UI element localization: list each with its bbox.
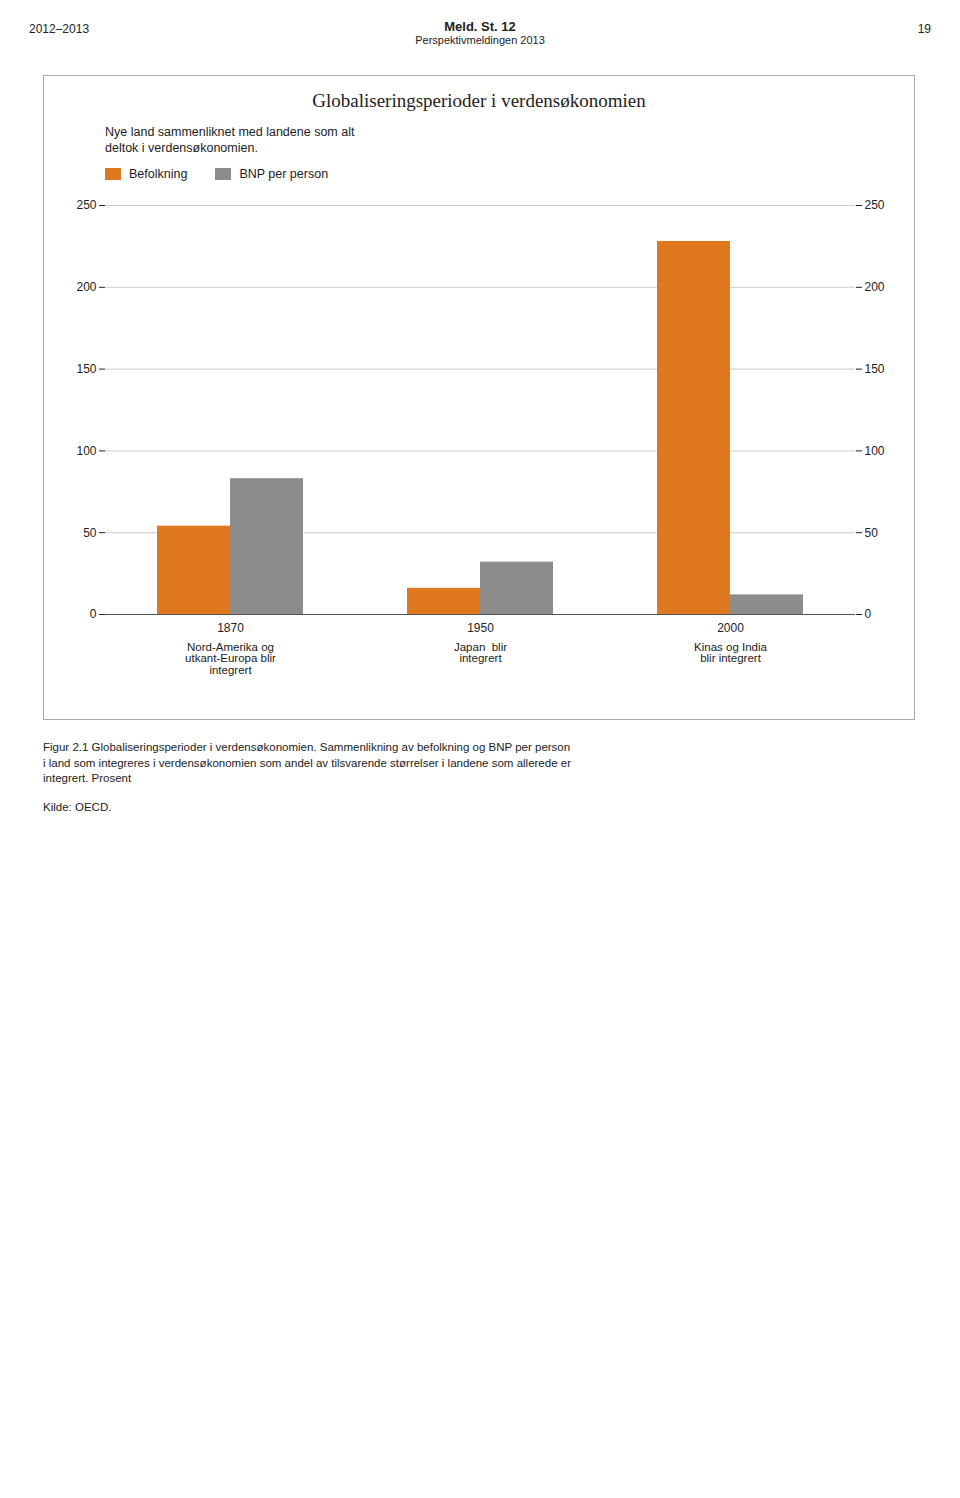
html-text:Figur 2.1 Globaliseringsperiod: Figur 2.1 Globaliseringsperioder i verde… [43, 741, 571, 784]
html-text:Kilde: OECD.: Kilde: OECD. [43, 801, 112, 813]
html-text:Befolkning: Befolkning [129, 166, 188, 181]
html-text:Perspektivmeldingen 2013: Perspektivmeldingen 2013 [415, 34, 545, 46]
svg-text:0: 0 [90, 607, 97, 621]
svg-text:100: 100 [865, 443, 885, 457]
svg-text:200: 200 [76, 280, 96, 294]
svg-text:150: 150 [76, 361, 96, 375]
svg-text:50: 50 [83, 525, 97, 539]
html-text:19: 19 [917, 22, 931, 36]
html-text:2012–2013: 2012–2013 [29, 22, 90, 36]
svg-text:Kinas og Indiablir integrert: Kinas og Indiablir integrert [694, 640, 767, 664]
svg-text:100: 100 [76, 443, 96, 457]
html-text:Meld. St. 12: Meld. St. 12 [444, 19, 516, 34]
svg-text:1870: 1870 [217, 621, 244, 635]
svg-text:250: 250 [865, 198, 885, 212]
svg-text:Nord-Amerika ogutkant-Europa b: Nord-Amerika ogutkant-Europa blirintegre… [185, 640, 276, 675]
svg-text:Japan blirintegrert: Japan blirintegrert [454, 640, 507, 664]
svg-text:150: 150 [865, 361, 885, 375]
svg-text:50: 50 [865, 525, 879, 539]
svg-text:200: 200 [865, 280, 885, 294]
svg-text:2000: 2000 [717, 621, 744, 635]
svg-text:1950: 1950 [467, 621, 494, 635]
html-text:Globaliseringsperioder i verde: Globaliseringsperioder i verdensøkonomie… [312, 90, 646, 111]
svg-text:0: 0 [865, 607, 872, 621]
html-text:Nye land sammenliknet med land: Nye land sammenliknet med landene som al… [105, 125, 355, 156]
svg-text:250: 250 [76, 198, 96, 212]
html-text:BNP per person: BNP per person [239, 166, 329, 181]
